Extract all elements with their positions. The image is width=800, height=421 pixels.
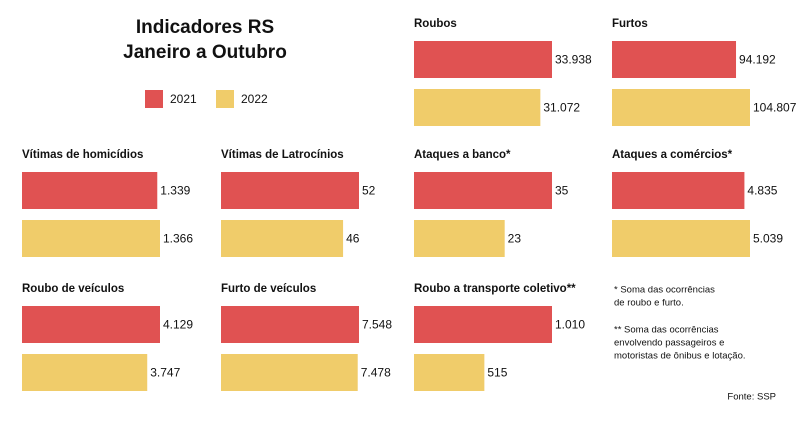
bar <box>22 172 158 209</box>
value-label: 1.010 <box>555 318 585 332</box>
title-line: Indicadores RS <box>136 17 274 38</box>
panel-title: Ataques a comércios* <box>612 149 733 161</box>
panel-title: Roubos <box>414 18 457 30</box>
legend-label: 2021 <box>170 92 197 106</box>
bar <box>612 220 750 257</box>
legend-swatch <box>216 90 234 108</box>
value-label: 23 <box>508 232 522 246</box>
title-line: Janeiro a Outubro <box>123 42 287 63</box>
bar <box>612 172 745 209</box>
value-label: 35 <box>555 184 569 198</box>
panel-title: Roubo de veículos <box>22 283 124 295</box>
value-label: 5.039 <box>753 232 783 246</box>
value-label: 104.807 <box>753 101 797 115</box>
bar <box>414 41 552 78</box>
footnote: * Soma das ocorrências <box>614 285 715 296</box>
value-label: 31.072 <box>543 101 580 115</box>
bar <box>22 220 160 257</box>
value-label: 4.835 <box>747 184 777 198</box>
bar <box>612 41 737 78</box>
footnote: ** Soma das ocorrências <box>614 325 719 336</box>
bar <box>612 89 750 126</box>
bar <box>22 354 148 391</box>
value-label: 1.339 <box>160 184 190 198</box>
bar <box>414 354 485 391</box>
bar <box>221 306 359 343</box>
panel-title: Furtos <box>612 18 648 30</box>
bar <box>414 172 552 209</box>
source: Fonte: SSP <box>727 392 776 403</box>
panel-title: Vítimas de Latrocínios <box>221 149 344 161</box>
panel-title: Ataques a banco* <box>414 149 511 161</box>
legend-label: 2022 <box>241 92 268 106</box>
bar <box>221 220 344 257</box>
footnote: motoristas de ônibus e lotação. <box>614 351 746 362</box>
bar <box>414 306 552 343</box>
panel-title: Roubo a transporte coletivo** <box>414 283 576 295</box>
bar <box>414 89 541 126</box>
footnote: envolvendo passageiros e <box>614 338 724 349</box>
value-label: 3.747 <box>150 366 180 380</box>
value-label: 1.366 <box>163 232 193 246</box>
bar <box>22 306 160 343</box>
value-label: 33.938 <box>555 53 592 67</box>
footnote: de roubo e furto. <box>614 298 684 309</box>
bar <box>221 354 358 391</box>
value-label: 515 <box>487 366 507 380</box>
value-label: 4.129 <box>163 318 193 332</box>
value-label: 52 <box>362 184 376 198</box>
panel-title: Furto de veículos <box>221 283 316 295</box>
value-label: 46 <box>346 232 360 246</box>
value-label: 94.192 <box>739 53 776 67</box>
legend-swatch <box>145 90 163 108</box>
value-label: 7.548 <box>362 318 392 332</box>
value-label: 7.478 <box>361 366 391 380</box>
panel-title: Vítimas de homicídios <box>22 149 143 161</box>
bar <box>414 220 505 257</box>
bar <box>221 172 359 209</box>
